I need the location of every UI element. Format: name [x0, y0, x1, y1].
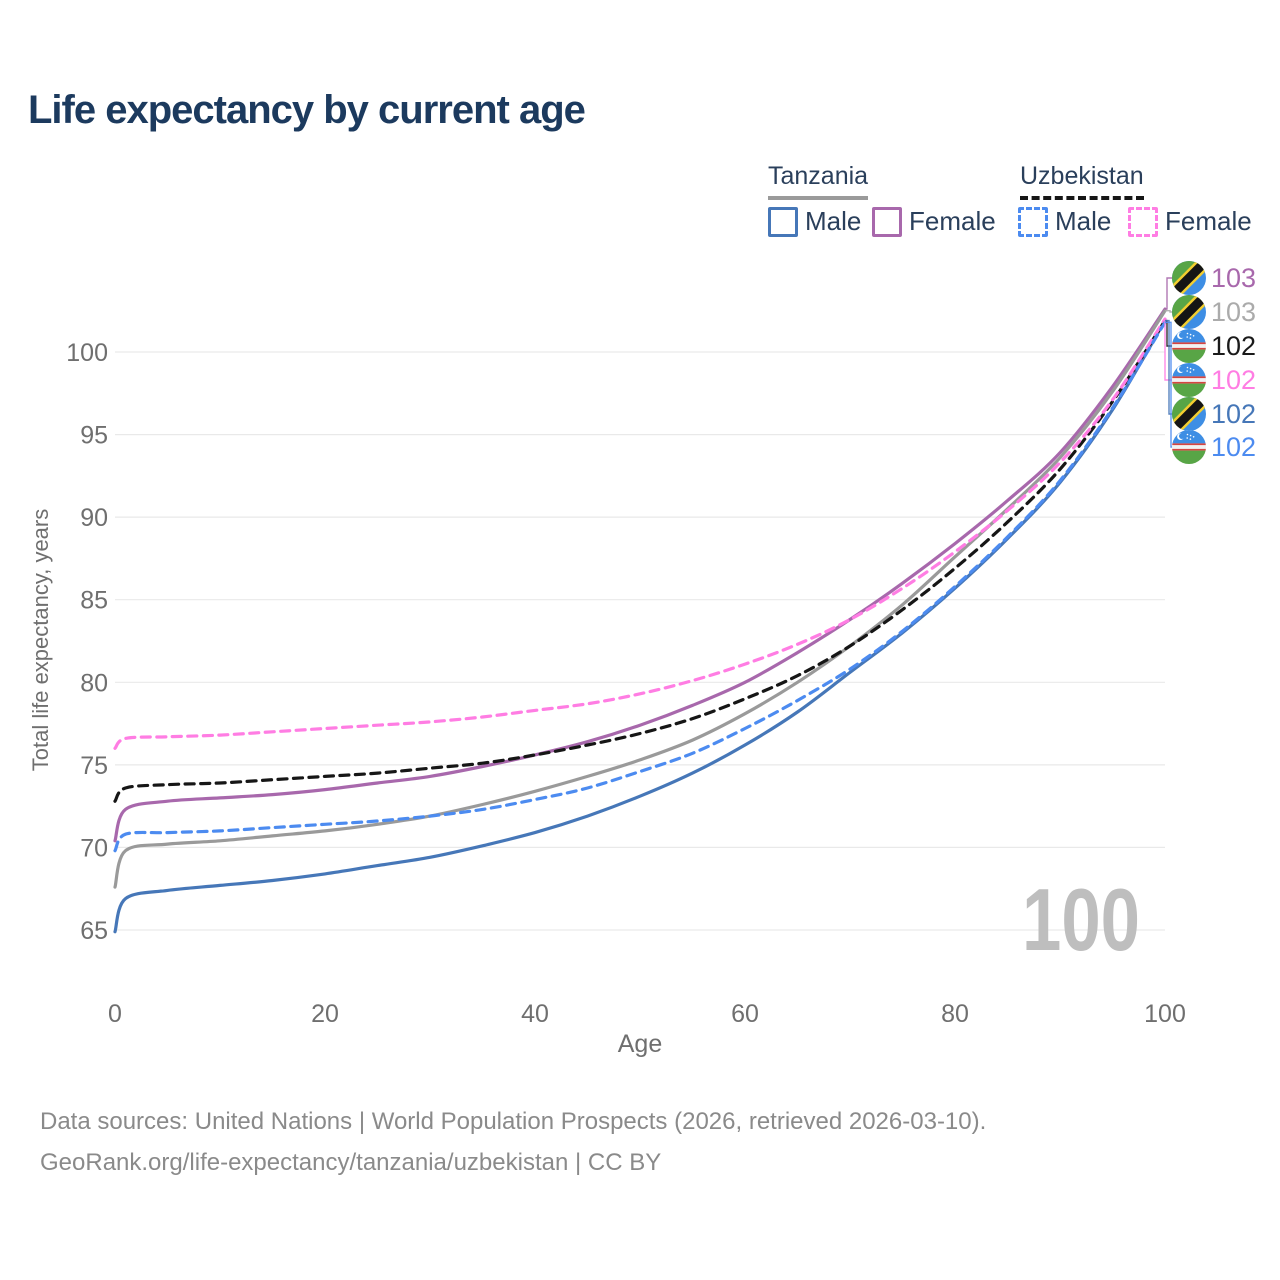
end-label-value: 102 [1211, 399, 1257, 429]
legend-label-tanzania-male[interactable]: Male [805, 206, 862, 236]
end-label-row: 103 [1172, 295, 1256, 329]
y-tick-label: 70 [80, 834, 108, 862]
line-chart-canvas: 65 70 75 80 85 90 95 100 0 20 40 60 80 100 Age Total li… [28, 277, 1186, 1058]
y-axis-title: Total life expectancy, years [28, 509, 53, 772]
x-tick-label: 0 [108, 1000, 122, 1028]
tanzania-flag-icon [1172, 295, 1206, 329]
legend-label-uzbekistan-female[interactable]: Female [1165, 206, 1252, 236]
uzbekistan-flag-icon [1172, 430, 1206, 464]
x-tick-label: 20 [311, 1000, 339, 1028]
x-axis-tick-labels: 0 20 40 60 80 100 [108, 1000, 1186, 1028]
x-tick-label: 80 [941, 1000, 969, 1028]
end-label-value: 102 [1211, 432, 1257, 462]
series-line-uzbekistan-male [113, 320, 1167, 853]
y-tick-label: 90 [80, 504, 108, 532]
watermark-age-value: 100 [1022, 870, 1140, 969]
y-axis-tick-labels: 65 70 75 80 85 90 95 100 [66, 339, 108, 945]
legend-group-tanzania[interactable]: Tanzania [768, 162, 869, 200]
end-label-connectors [1164, 277, 1172, 448]
legend-label-tanzania-female[interactable]: Female [909, 206, 996, 236]
y-tick-label: 95 [80, 422, 108, 450]
end-label-connector [1165, 310, 1172, 313]
y-tick-label: 80 [80, 669, 108, 697]
end-label-row: 103 [1172, 261, 1256, 295]
end-label-row: 102 [1172, 430, 1256, 464]
series-lines [113, 307, 1167, 934]
legend-swatch-tanzania-female[interactable] [872, 207, 902, 237]
x-axis-title: Age [618, 1030, 662, 1058]
series-line-uzbekistan [113, 319, 1167, 803]
gridlines [115, 351, 1165, 931]
end-label-connector [1165, 321, 1172, 448]
end-label-row: 102 [1172, 397, 1256, 431]
series-line-uzbekistan-female [113, 317, 1167, 750]
series-line-tanzania-female [113, 307, 1167, 843]
x-tick-label: 40 [521, 1000, 549, 1028]
y-tick-label: 100 [66, 339, 108, 367]
legend-swatch-uzbekistan-male[interactable] [1018, 207, 1048, 237]
y-tick-label: 65 [80, 917, 108, 945]
uzbekistan-flag-icon [1172, 363, 1206, 397]
y-tick-label: 75 [80, 752, 108, 780]
legend-label-uzbekistan-male[interactable]: Male [1055, 206, 1112, 236]
footer-attribution: GeoRank.org/life-expectancy/tanzania/uzb… [40, 1149, 662, 1176]
footer-data-sources: Data sources: United Nations | World Pop… [40, 1108, 987, 1135]
uzbekistan-flag-icon [1172, 329, 1206, 363]
legend-swatch-tanzania-male[interactable] [768, 207, 798, 237]
end-label-value: 102 [1211, 365, 1257, 395]
x-tick-label: 60 [731, 1000, 759, 1028]
end-label-value: 103 [1211, 297, 1257, 327]
end-label-connector [1165, 277, 1172, 310]
legend-group-uzbekistan[interactable]: Uzbekistan [1020, 162, 1144, 200]
end-label-row: 102 [1172, 363, 1256, 397]
end-label-row: 102 [1172, 329, 1256, 363]
x-tick-label: 100 [1144, 1000, 1186, 1028]
legend-swatch-uzbekistan-female[interactable] [1128, 207, 1158, 237]
series-line-tanzania-male [113, 319, 1167, 934]
y-tick-label: 85 [80, 587, 108, 615]
tanzania-flag-icon [1172, 261, 1206, 295]
end-label-value: 103 [1211, 263, 1257, 293]
end-label-value: 102 [1211, 331, 1257, 361]
series-line-tanzania [113, 309, 1167, 889]
tanzania-flag-icon [1172, 397, 1206, 431]
page-title: Life expectancy by current age [28, 88, 586, 132]
